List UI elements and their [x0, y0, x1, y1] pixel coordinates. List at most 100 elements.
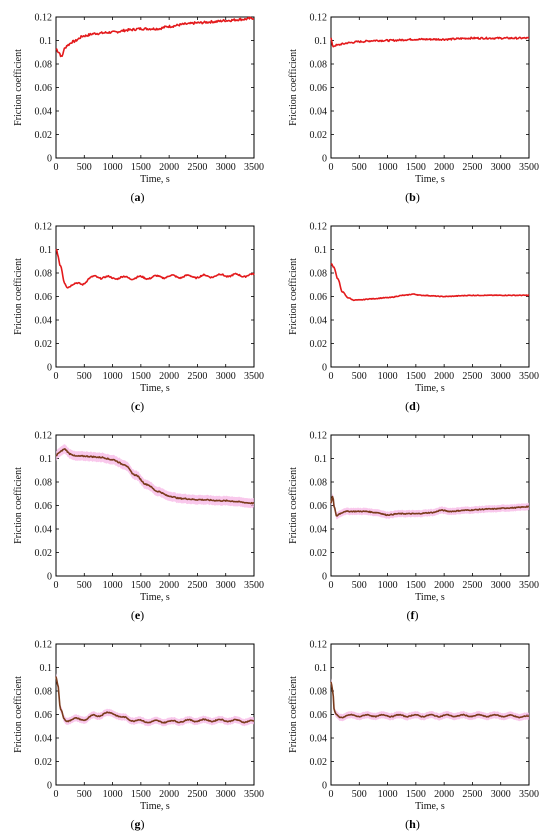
plot-frame: [55, 225, 255, 368]
y-tick-label: 0.08: [310, 478, 328, 489]
x-tick-label: 0: [329, 371, 334, 382]
y-tick-label: 0.12: [35, 13, 53, 24]
panel-caption-letter: g: [135, 817, 141, 831]
y-tick-label: 0.12: [35, 431, 53, 442]
y-axis-label: Friction coefficient: [13, 676, 24, 753]
x-tick-label: 2500: [462, 580, 482, 591]
y-tick-label: 0.06: [310, 501, 328, 512]
chart-panel-a: 0 500 1000 1500 2000 2500 3000 3500 0 0.02 0.04 0.0…: [0, 0, 275, 209]
y-tick-label: 0.06: [35, 292, 53, 303]
chart-svg-b: 0 500 1000 1500 2000 2500 3000 3500 0 0.02 0.04 0.0…: [288, 13, 539, 205]
y-tick-label: 0.04: [310, 107, 328, 118]
y-tick-label: 0.02: [35, 757, 53, 768]
series-line-0: [330, 681, 530, 719]
y-axis-label: Friction coefficient: [288, 676, 299, 753]
x-tick-label: 3500: [244, 371, 264, 382]
x-tick-label: 1500: [406, 162, 426, 173]
y-tick-label: 0.06: [35, 83, 53, 94]
y-tick-label: 0.08: [35, 478, 53, 489]
x-tick-label: 3000: [491, 371, 511, 382]
y-tick-label: 0: [322, 154, 327, 165]
y-axis-label: Friction coefficient: [13, 467, 24, 544]
y-tick-label: 0.1: [315, 245, 328, 256]
y-tick-label: 0.04: [35, 107, 53, 118]
chart-panel-b: 0 500 1000 1500 2000 2500 3000 3500 0 0.02 0.04 0.0…: [275, 0, 550, 209]
x-tick-label: 0: [329, 580, 334, 591]
x-tick-label: 3000: [216, 580, 236, 591]
panel-caption: (f): [407, 608, 419, 622]
x-tick-label: 500: [77, 789, 92, 800]
y-tick-label: 0.04: [35, 316, 53, 327]
panel-caption: (g): [131, 817, 145, 831]
chart-panel-d: 0 500 1000 1500 2000 2500 3000 3500 0 0.02 0.04 0.0…: [275, 209, 550, 418]
panel-caption: (a): [131, 190, 145, 204]
x-tick-label: 3000: [491, 789, 511, 800]
x-tick-label: 2000: [159, 162, 179, 173]
y-tick-label: 0.02: [310, 339, 328, 350]
x-tick-label: 3000: [491, 162, 511, 173]
x-tick-label: 2000: [159, 371, 179, 382]
panel-caption: (h): [405, 817, 420, 831]
chart-svg-f: 0 500 1000 1500 2000 2500 3000 3500 0 0.02 0.04 0.0…: [288, 431, 539, 623]
x-tick-label: 500: [77, 580, 92, 591]
x-tick-label: 500: [77, 371, 92, 382]
x-tick-label: 1500: [131, 162, 151, 173]
y-axis-label: Friction coefficient: [288, 258, 299, 335]
y-tick-label: 0: [322, 572, 327, 583]
y-tick-label: 0.02: [310, 130, 328, 141]
x-tick-label: 3500: [519, 580, 539, 591]
panel-caption-letter: a: [135, 190, 141, 204]
x-axis-label: Time, s: [140, 801, 170, 812]
y-tick-label: 0: [47, 572, 52, 583]
y-tick-label: 0.08: [35, 269, 53, 280]
x-tick-label: 1000: [103, 162, 123, 173]
x-tick-label: 1500: [131, 371, 151, 382]
y-axis-label: Friction coefficient: [288, 49, 299, 126]
chart-svg-g: 0 500 1000 1500 2000 2500 3000 3500 0 0.02 0.04 0.0…: [13, 640, 264, 832]
y-tick-label: 0: [322, 363, 327, 374]
panel-caption-letter: c: [135, 399, 141, 413]
x-tick-label: 2000: [434, 371, 454, 382]
y-tick-label: 0.04: [310, 525, 328, 536]
y-tick-label: 0: [47, 363, 52, 374]
y-tick-label: 0.06: [35, 501, 53, 512]
chart-panel-e: 0 500 1000 1500 2000 2500 3000 3500 0 0.02 0.04 0.0…: [0, 418, 275, 627]
x-tick-label: 1000: [103, 580, 123, 591]
series-band: [331, 678, 529, 722]
y-tick-label: 0.06: [310, 710, 328, 721]
series-line-0: [55, 16, 255, 58]
x-tick-label: 2500: [462, 371, 482, 382]
x-tick-label: 1000: [103, 371, 123, 382]
y-tick-label: 0.04: [310, 734, 328, 745]
y-tick-label: 0.02: [310, 757, 328, 768]
x-tick-label: 1000: [378, 580, 398, 591]
y-tick-label: 0.08: [35, 60, 53, 71]
y-tick-label: 0.12: [310, 640, 328, 651]
x-tick-label: 0: [54, 580, 59, 591]
x-tick-label: 2500: [187, 162, 207, 173]
y-axis-label: Friction coefficient: [288, 467, 299, 544]
x-axis-label: Time, s: [140, 174, 170, 185]
x-tick-label: 2500: [187, 789, 207, 800]
panel-caption-letter: d: [409, 399, 416, 413]
x-tick-label: 2500: [187, 371, 207, 382]
y-tick-label: 0.06: [310, 83, 328, 94]
panel-caption-letter: h: [409, 817, 416, 831]
series-line-0: [55, 248, 255, 289]
series-band: [331, 493, 529, 520]
x-axis-label: Time, s: [415, 801, 445, 812]
y-tick-label: 0.1: [315, 663, 328, 674]
x-tick-label: 3000: [216, 162, 236, 173]
x-tick-label: 500: [352, 371, 367, 382]
panel-caption-letter: f: [411, 608, 416, 622]
x-tick-label: 2000: [159, 580, 179, 591]
x-axis-label: Time, s: [415, 592, 445, 603]
x-tick-label: 1500: [131, 789, 151, 800]
x-tick-label: 1000: [103, 789, 123, 800]
plot-frame: [55, 16, 255, 159]
x-tick-label: 2500: [462, 789, 482, 800]
x-tick-label: 0: [329, 162, 334, 173]
chart-svg-d: 0 500 1000 1500 2000 2500 3000 3500 0 0.02 0.04 0.0…: [288, 222, 539, 414]
x-tick-label: 3500: [244, 580, 264, 591]
